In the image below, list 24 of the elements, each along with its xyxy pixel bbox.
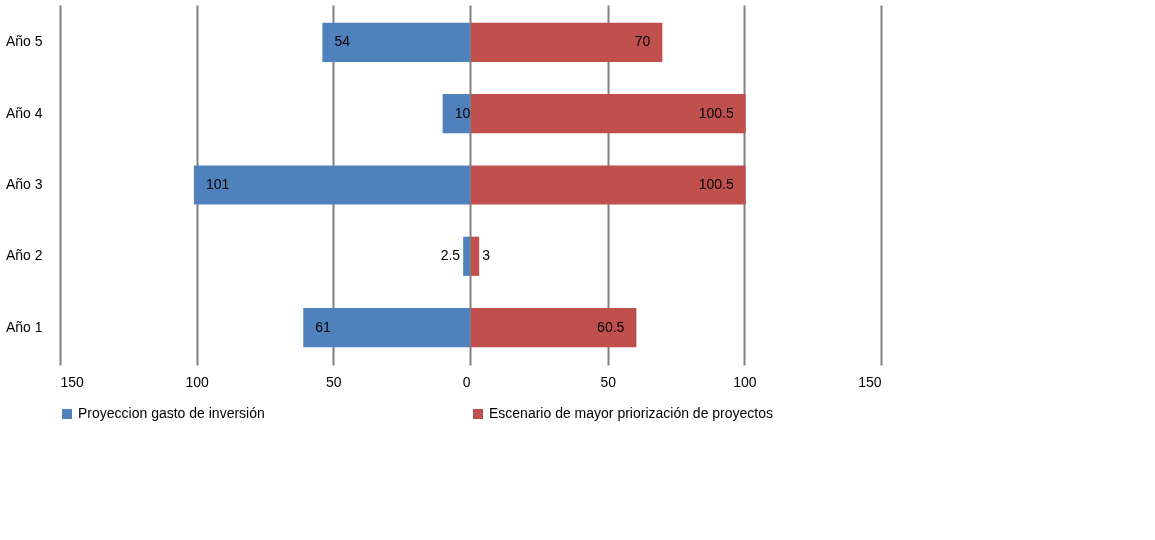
x-tick-label: 150 xyxy=(858,373,882,390)
data-label: 100.5 xyxy=(698,176,734,192)
data-label: 54 xyxy=(334,33,351,50)
data-label: 60.5 xyxy=(597,318,625,335)
x-tick-label: 50 xyxy=(326,373,342,390)
y-tick-label: Año 3 xyxy=(5,176,43,192)
y-tick-label: Año 4 xyxy=(5,104,43,121)
data-label: 100.5 xyxy=(698,104,734,121)
data-label: 2.5 xyxy=(440,247,461,264)
x-tick-label: 50 xyxy=(600,373,617,390)
y-tick-label: Año 2 xyxy=(5,247,43,264)
y-tick-label: Año 1 xyxy=(5,318,43,335)
x-tick-label: 0 xyxy=(462,373,471,390)
data-label: 70 xyxy=(634,33,651,50)
data-label: 61 xyxy=(315,318,332,335)
x-tick-label: 100 xyxy=(733,373,757,390)
legend-label: Escenario de mayor priorización de proyectos xyxy=(489,405,774,421)
data-label: 3 xyxy=(482,247,491,264)
data-label: 101 xyxy=(205,176,230,192)
data-label: 10 xyxy=(454,104,471,121)
legend-label: Proyeccion gasto de inversión xyxy=(78,405,265,421)
y-tick-label: Año 5 xyxy=(5,33,43,50)
x-tick-label: 100 xyxy=(185,373,210,390)
x-tick-label: 150 xyxy=(60,373,85,390)
